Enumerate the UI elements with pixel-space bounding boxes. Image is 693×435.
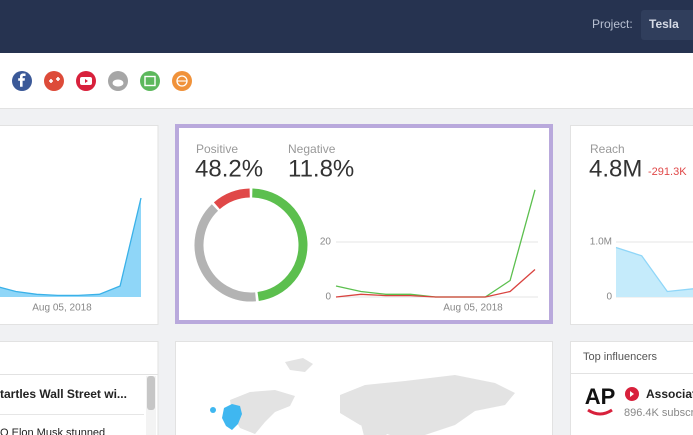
positive-value: 48.2% xyxy=(195,155,263,182)
y-tick-label: 0 xyxy=(606,292,612,303)
project-select[interactable] xyxy=(641,10,693,40)
project-label: Project: xyxy=(592,17,633,31)
negative-value: 11.8% xyxy=(288,155,354,182)
donut-segment xyxy=(252,188,308,301)
x-axis-label: Aug 05, 2018 xyxy=(443,303,503,314)
gplus-glyph xyxy=(49,77,60,83)
map-region xyxy=(230,390,295,434)
news-glyph xyxy=(144,75,156,87)
article-title[interactable]: tartles Wall Street wi... xyxy=(0,387,127,401)
map-region xyxy=(360,416,390,435)
area xyxy=(0,198,141,297)
positive-label: Positive xyxy=(196,142,238,156)
reddit-glyph xyxy=(112,79,124,87)
line xyxy=(335,269,536,298)
sentiment-card xyxy=(175,124,553,324)
reach-value: 4.8M xyxy=(589,155,642,182)
line xyxy=(615,246,693,293)
articles-card xyxy=(0,341,159,435)
influencer-logo: AP xyxy=(585,384,616,409)
project-name: Tesla xyxy=(649,17,679,31)
article-title[interactable]: O Elon Musk stunned xyxy=(0,427,105,435)
line xyxy=(0,197,142,297)
scrollbar[interactable] xyxy=(147,376,155,410)
reach-label: Reach xyxy=(590,142,625,156)
reach-chart: 0 1.0M xyxy=(590,237,693,303)
google-plus-icon[interactable] xyxy=(44,71,64,91)
y-tick-label: 20 xyxy=(320,237,332,248)
x-axis-label: Aug 05, 2018 xyxy=(32,303,92,314)
youtube-badge-play xyxy=(630,391,634,397)
facebook-glyph xyxy=(18,73,26,87)
influencers-title: Top influencers xyxy=(583,351,657,363)
map-region xyxy=(285,358,313,372)
influencer-subscribers: 896.4K subscr xyxy=(624,407,693,419)
source-icons xyxy=(12,71,192,91)
donut-segment xyxy=(213,188,251,210)
youtube-play xyxy=(85,79,88,83)
top-bar xyxy=(0,0,693,53)
area xyxy=(616,247,693,297)
donut-rest xyxy=(194,204,256,302)
influencer-name[interactable]: Associat xyxy=(646,387,693,401)
negative-label: Negative xyxy=(288,142,336,156)
logo-underline xyxy=(587,408,613,416)
map-highlight xyxy=(222,404,242,430)
news-icon[interactable] xyxy=(140,71,160,91)
map-highlight xyxy=(210,407,216,413)
reach-change: -291.3K xyxy=(648,166,687,178)
y-tick-label: 1.0M xyxy=(590,237,612,248)
source-bar xyxy=(0,53,693,108)
y-tick-label: 0 xyxy=(325,292,331,303)
mentions-chart xyxy=(0,197,142,297)
sentiment-chart: 0 20 xyxy=(194,188,538,303)
world-map xyxy=(230,358,515,435)
